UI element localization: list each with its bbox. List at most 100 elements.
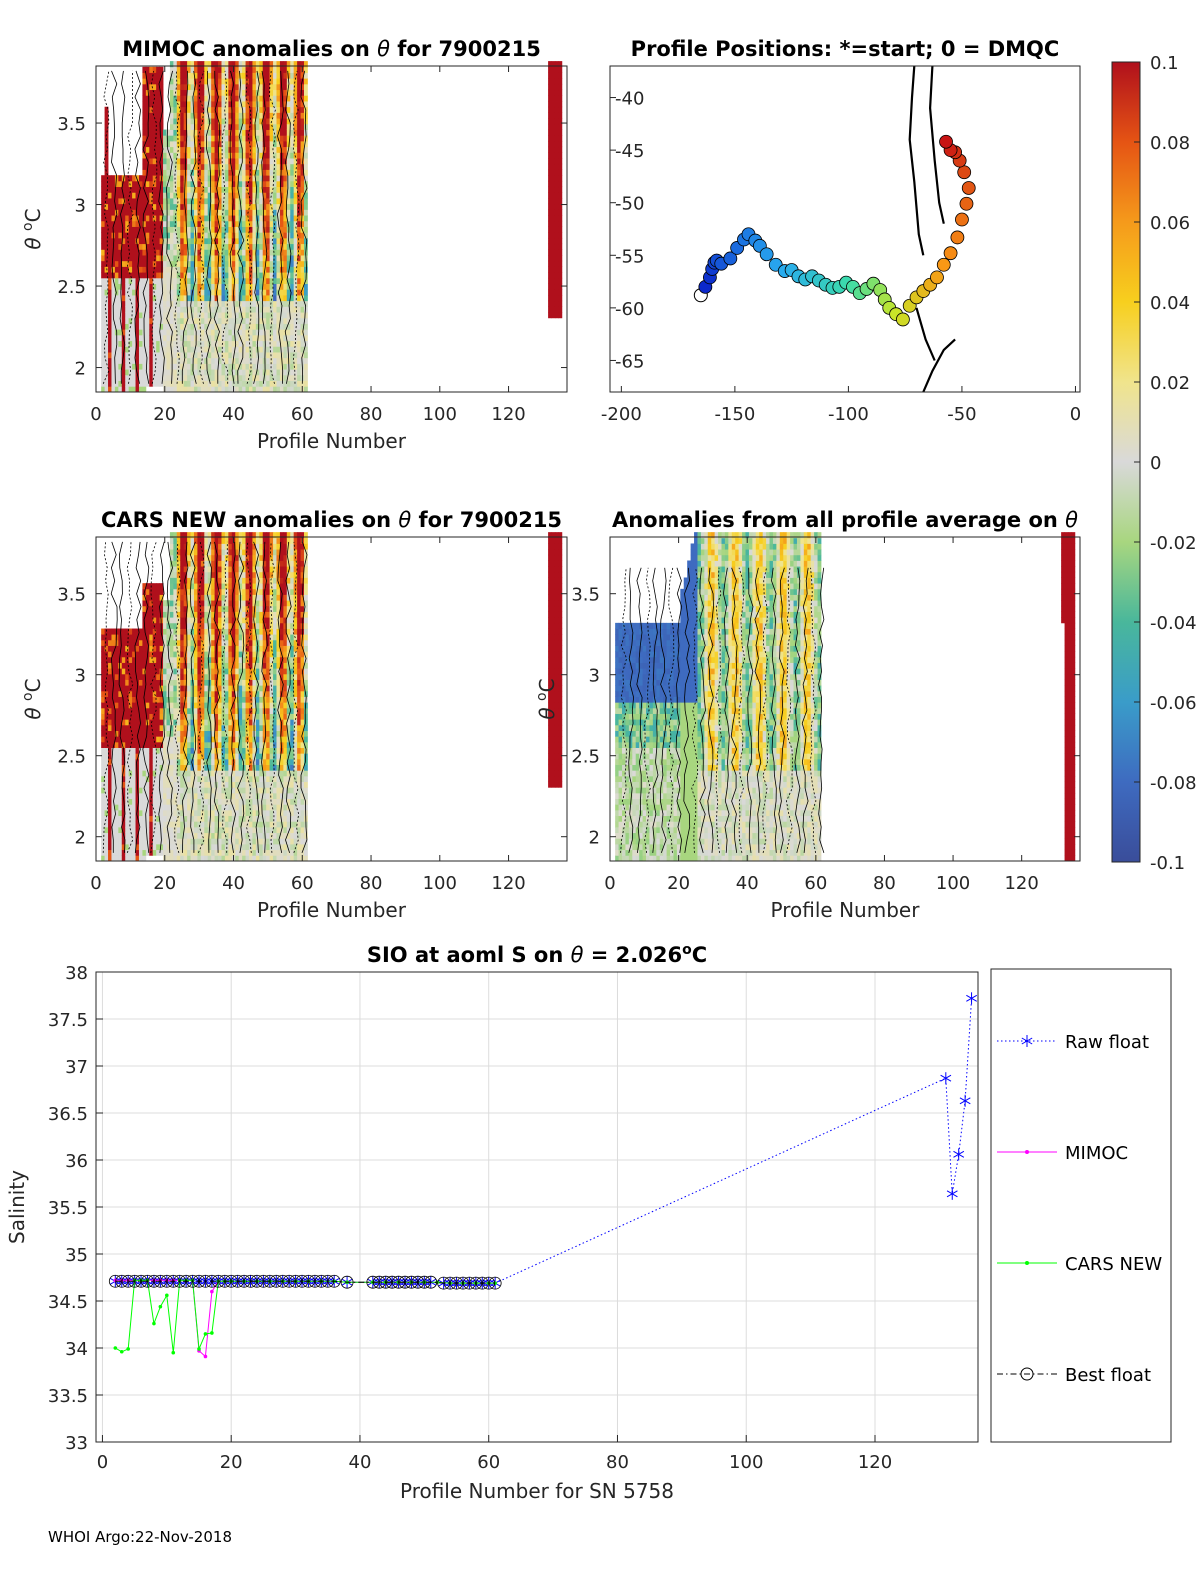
mimoc-cell [283, 346, 288, 353]
mimoc-cell [290, 369, 295, 376]
cars-cell [108, 849, 112, 856]
mimoc-cell [279, 112, 284, 119]
mimoc-cell [176, 277, 181, 285]
mimoc-cell [187, 232, 191, 239]
cars-cell [159, 605, 164, 612]
mimoc-cell [218, 346, 222, 353]
mimoc-cell [214, 192, 219, 199]
mimoc-cell [197, 352, 202, 359]
mimoc-cell [163, 198, 167, 205]
mimoc-cell [207, 260, 212, 267]
mimoc-cell [255, 106, 260, 113]
mimoc-cell [159, 334, 164, 342]
mimoc-cell [183, 374, 188, 381]
cars-cell [169, 770, 174, 777]
cars-cell [163, 645, 167, 652]
mimoc-cell [166, 249, 171, 256]
mimoc-cell [211, 83, 216, 91]
cars-cell [128, 639, 133, 646]
mimoc-cell [108, 329, 112, 336]
mimoc-cell [193, 220, 198, 227]
mimoc-cell [149, 220, 154, 227]
mimoc-cell [554, 180, 559, 188]
mimoc-cell [242, 220, 246, 227]
mimoc-cell [283, 283, 288, 290]
cars-cell [138, 792, 143, 800]
mimoc-cell [276, 260, 281, 267]
mimoc-cell [145, 357, 150, 364]
mimoc-cell [204, 232, 209, 239]
cars-cell [163, 792, 167, 800]
cars-cell [111, 662, 116, 669]
cars-cell [193, 543, 198, 550]
mimoc-cell [238, 135, 243, 142]
mimoc-cell [286, 380, 291, 387]
mimoc-cell [114, 192, 119, 199]
cars-cell [145, 826, 150, 834]
mimoc-cell [255, 386, 260, 393]
mimoc-cell [269, 272, 274, 279]
mimoc-cell [197, 369, 202, 376]
mimoc-cell [132, 357, 136, 364]
mimoc-cell [235, 232, 240, 239]
mimoc-cell [221, 340, 226, 347]
mimoc-cell [231, 192, 236, 199]
mimoc-cell [245, 95, 250, 102]
mimoc-cell [235, 237, 240, 245]
mimoc-cell [214, 334, 219, 342]
mimoc-cell [266, 306, 271, 313]
cars-cell [176, 770, 181, 777]
mimoc-cell [551, 249, 556, 256]
cars-cell [128, 855, 133, 862]
mimoc-cell [242, 158, 246, 165]
mimoc-cell [248, 334, 253, 342]
cars-cell [118, 668, 123, 675]
mimoc-cell [173, 129, 178, 136]
mimoc-cell [248, 72, 253, 79]
mimoc-cell [290, 306, 295, 313]
mimoc-cell [207, 135, 212, 142]
positions-xtick-label: -100 [828, 404, 869, 425]
cars-cell [176, 645, 181, 652]
positions-point [957, 165, 972, 180]
mimoc-cell [204, 78, 209, 85]
mimoc-cell [262, 152, 267, 159]
mimoc-cell [207, 329, 212, 336]
mimoc-cell [207, 152, 212, 159]
mimoc-cell [300, 300, 305, 307]
mimoc-cell [166, 272, 171, 279]
mimoc-cell [276, 249, 281, 256]
mimoc-cell [101, 352, 105, 359]
cars-cell [104, 764, 109, 771]
mimoc-cell [121, 226, 126, 233]
mimoc-cell [138, 386, 143, 393]
mimoc-cell [293, 83, 298, 91]
mimoc-cell [142, 215, 147, 222]
cars-cell [190, 775, 195, 783]
mimoc-cell [252, 306, 257, 313]
cars-cell [125, 798, 130, 805]
cars-cell [176, 537, 181, 544]
mimoc-cell [152, 323, 157, 330]
cars-cell [104, 747, 109, 754]
mimoc-cell [259, 272, 264, 279]
mimoc-cell [551, 243, 556, 250]
mimoc-cell [269, 215, 274, 222]
mimoc-cell [145, 112, 150, 119]
cars-cell [193, 758, 198, 766]
cars-cell [156, 736, 161, 743]
mimoc-cell [135, 329, 140, 336]
cars-cell [197, 685, 202, 692]
mimoc-cell [211, 123, 216, 130]
cars-cell [135, 628, 140, 635]
cars-cell [152, 702, 157, 709]
cars-cell [101, 736, 105, 743]
mimoc-cell [138, 220, 143, 227]
mimoc-cell [214, 374, 219, 381]
cars-cell [138, 832, 143, 839]
mimoc-cell [183, 306, 188, 313]
mimoc-cell [221, 272, 226, 279]
mimoc-ylabel-deg: o [20, 222, 36, 231]
cars-cell [163, 821, 167, 828]
mimoc-cell [303, 118, 308, 125]
